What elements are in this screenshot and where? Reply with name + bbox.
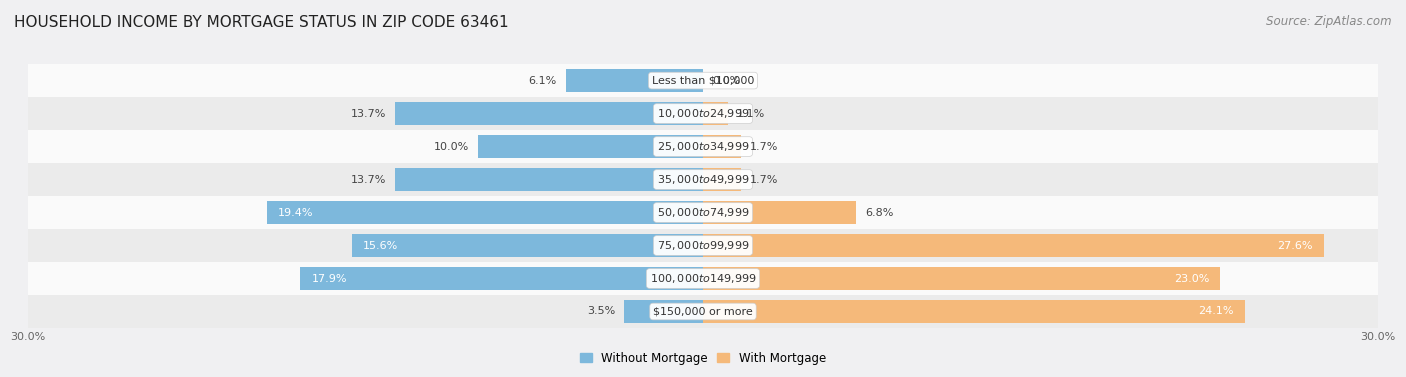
- Text: 27.6%: 27.6%: [1277, 241, 1313, 251]
- Bar: [703, 201, 856, 224]
- Text: 24.1%: 24.1%: [1198, 307, 1234, 317]
- Text: $35,000 to $49,999: $35,000 to $49,999: [657, 173, 749, 186]
- Text: 13.7%: 13.7%: [350, 109, 385, 119]
- Text: 3.5%: 3.5%: [588, 307, 616, 317]
- Bar: [703, 234, 1324, 257]
- Bar: [395, 168, 703, 192]
- Text: 17.9%: 17.9%: [312, 273, 347, 284]
- Text: 23.0%: 23.0%: [1174, 273, 1209, 284]
- Text: $50,000 to $74,999: $50,000 to $74,999: [657, 206, 749, 219]
- Text: Source: ZipAtlas.com: Source: ZipAtlas.com: [1267, 15, 1392, 28]
- Bar: [28, 295, 1378, 328]
- Text: $100,000 to $149,999: $100,000 to $149,999: [650, 272, 756, 285]
- Text: 13.7%: 13.7%: [350, 175, 385, 185]
- Text: $10,000 to $24,999: $10,000 to $24,999: [657, 107, 749, 120]
- Text: Less than $10,000: Less than $10,000: [652, 75, 754, 86]
- Text: 19.4%: 19.4%: [278, 207, 314, 218]
- Bar: [703, 102, 728, 126]
- Text: 1.7%: 1.7%: [751, 175, 779, 185]
- Bar: [28, 163, 1378, 196]
- Text: 10.0%: 10.0%: [434, 141, 470, 152]
- Text: 1.7%: 1.7%: [751, 141, 779, 152]
- Bar: [703, 168, 741, 192]
- Text: 0.0%: 0.0%: [711, 75, 740, 86]
- Bar: [703, 135, 741, 158]
- Bar: [28, 64, 1378, 97]
- Bar: [28, 262, 1378, 295]
- Bar: [624, 300, 703, 323]
- Text: HOUSEHOLD INCOME BY MORTGAGE STATUS IN ZIP CODE 63461: HOUSEHOLD INCOME BY MORTGAGE STATUS IN Z…: [14, 15, 509, 30]
- Bar: [28, 196, 1378, 229]
- Bar: [267, 201, 703, 224]
- Text: $25,000 to $34,999: $25,000 to $34,999: [657, 140, 749, 153]
- Bar: [28, 97, 1378, 130]
- Text: 15.6%: 15.6%: [363, 241, 398, 251]
- Legend: Without Mortgage, With Mortgage: Without Mortgage, With Mortgage: [575, 347, 831, 369]
- Text: $75,000 to $99,999: $75,000 to $99,999: [657, 239, 749, 252]
- Text: $150,000 or more: $150,000 or more: [654, 307, 752, 317]
- Bar: [703, 267, 1220, 290]
- Text: 6.1%: 6.1%: [529, 75, 557, 86]
- Bar: [352, 234, 703, 257]
- Bar: [395, 102, 703, 126]
- Bar: [28, 130, 1378, 163]
- Bar: [478, 135, 703, 158]
- Bar: [703, 300, 1246, 323]
- Bar: [301, 267, 703, 290]
- Text: 6.8%: 6.8%: [865, 207, 893, 218]
- Bar: [565, 69, 703, 92]
- Text: 1.1%: 1.1%: [737, 109, 765, 119]
- Bar: [28, 229, 1378, 262]
